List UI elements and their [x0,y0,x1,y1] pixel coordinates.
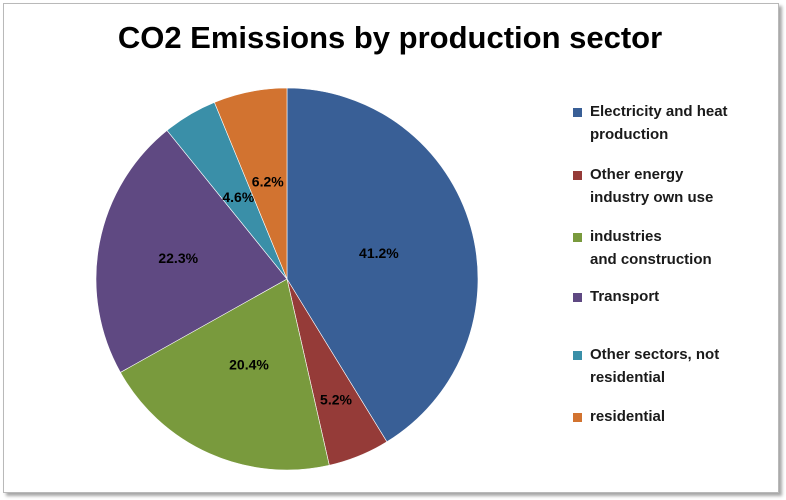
legend-item-6: residential [573,405,765,428]
legend-item-3: industries and construction [573,225,765,271]
legend-swatch-2 [573,171,582,180]
slice-value-label-3: 20.4% [229,357,269,373]
legend-label-2: Other energy industry own use [590,166,714,206]
legend-item-5: Other sectors, not residential [573,343,765,389]
pie-slice-6 [214,87,288,280]
slice-value-label-4: 22.3% [158,250,198,266]
legend-item-2: Other energy industry own use [573,163,765,209]
pie-slice-4 [95,129,288,373]
pie-slice-3 [119,278,330,471]
slice-value-label-2: 5.2% [320,391,352,407]
legend-swatch-4 [573,293,582,302]
slice-value-label-6: 6.2% [252,174,284,190]
legend-label-3: industries and construction [590,228,712,268]
slice-value-label-1: 41.2% [359,245,399,261]
chart-title: CO2 Emissions by production sector [117,20,663,55]
legend-label-4: Transport [590,288,660,305]
legend-label-1: Electricity and heat production [590,103,728,143]
legend-label-6: residential [590,408,666,425]
legend-item-4: Transport [573,285,765,308]
pie-slice-1 [286,87,479,443]
legend-label-5: Other sectors, not residential [590,346,720,386]
legend-swatch-1 [573,108,582,117]
legend-swatch-3 [573,233,582,242]
legend-swatch-6 [573,413,582,422]
legend-swatch-5 [573,351,582,360]
slice-value-label-5: 4.6% [222,189,254,205]
legend-item-1: Electricity and heat production [573,100,765,146]
